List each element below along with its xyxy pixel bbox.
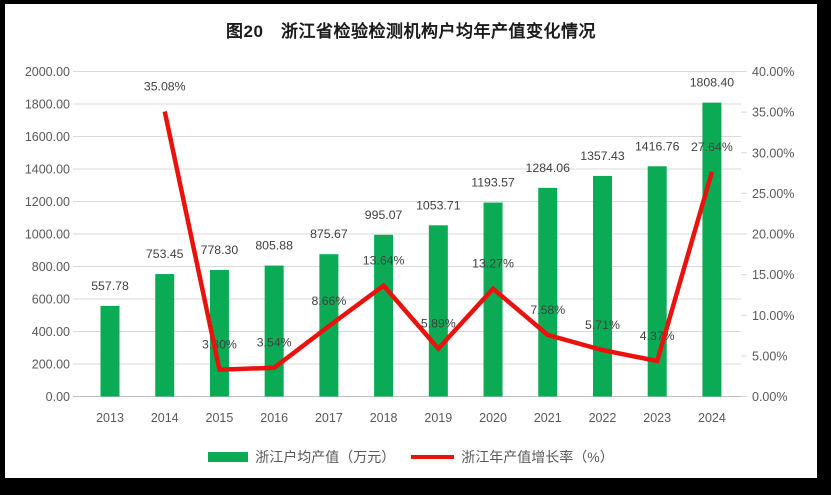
chart-title: 图20 浙江省检验检测机构户均年产值变化情况 (226, 22, 596, 41)
left-axis-tick-label: 1600.00 (25, 130, 70, 144)
growth-rate-label: 3.30% (202, 338, 237, 352)
left-axis-tick-label: 1000.00 (25, 228, 70, 242)
right-axis-tick-label: 15.00% (752, 268, 794, 282)
bar-value-label: 875.67 (310, 227, 348, 241)
bar (592, 175, 612, 397)
line-series-swatch (411, 455, 455, 459)
bar-value-label: 753.45 (146, 247, 184, 261)
x-axis-tick-label: 2020 (479, 411, 507, 425)
growth-rate-line (162, 111, 715, 373)
chart-legend: 浙江户均产值（万元） 浙江年产值增长率（%） (5, 447, 817, 467)
bar-value-label: 1416.76 (635, 139, 680, 153)
bar-value-label: 557.78 (91, 279, 129, 293)
x-axis-tick-label: 2024 (698, 411, 726, 425)
left-axis-tick-label: 400.00 (32, 325, 70, 339)
bar (483, 202, 503, 397)
growth-rate-label: 4.37% (640, 329, 675, 343)
chart-plot-area: 0.00 200.00 400.00 600.00 800.00 1000.00 1200.… (25, 65, 795, 425)
legend-item-line-series: 浙江年产值增长率（%） (411, 447, 614, 467)
left-axis-tick-label: 600.00 (32, 293, 70, 307)
bar (428, 225, 448, 397)
x-axis-tick-label: 2017 (315, 411, 343, 425)
left-axis-tick-label: 0.00 (46, 390, 70, 404)
bar (702, 102, 722, 397)
growth-rate-label: 5.89% (421, 317, 456, 331)
x-axis-tick-label: 2023 (643, 411, 671, 425)
bar-value-label: 1357.43 (580, 149, 625, 163)
growth-rate-label: 27.64% (691, 140, 733, 154)
growth-rate-label: 3.54% (257, 336, 292, 350)
bar-value-label: 995.07 (365, 208, 403, 222)
bar-series-swatch (208, 452, 249, 462)
left-axis-labels: 0.00 200.00 400.00 600.00 800.00 1000.00 1200.… (25, 65, 70, 404)
legend-label-line-series: 浙江年产值增长率（%） (461, 449, 614, 465)
left-axis-tick-label: 800.00 (32, 260, 70, 274)
right-axis-tick-label: 25.00% (752, 187, 794, 201)
growth-rate-label: 5.71% (585, 318, 620, 332)
gridlines (73, 71, 747, 397)
bar (155, 274, 175, 397)
bar (374, 234, 394, 397)
right-axis-tick-label: 35.00% (752, 106, 794, 120)
x-axis-tick-label: 2022 (589, 411, 617, 425)
bar-value-label: 778.30 (201, 243, 239, 257)
bar (100, 305, 120, 397)
x-axis-tick-label: 2018 (370, 411, 398, 425)
bar-series (100, 102, 722, 397)
x-axis-labels: 2013 2014 2015 2016 2017 2018 2019 2020 2021 2022… (96, 411, 726, 425)
x-axis-tick-label: 2021 (534, 411, 562, 425)
left-axis-tick-label: 1400.00 (25, 163, 70, 177)
x-axis-tick-label: 2014 (151, 411, 179, 425)
bar-value-labels: 557.78 753.45 778.30 805.88 875.67 995.07 1053… (91, 76, 734, 293)
growth-rate-label: 7.58% (530, 303, 565, 317)
right-axis-tick-label: 30.00% (752, 146, 794, 160)
bar-value-label: 1284.06 (526, 161, 571, 175)
legend-label-bar-series: 浙江户均产值（万元） (255, 449, 396, 465)
chart-panel: 图20 浙江省检验检测机构户均年产值变化情况 0.00 200.00 400.00 6… (5, 4, 817, 478)
right-axis-labels: 0.00% 5.00% 10.00% 15.00% 20.00% 25.00% 30.00%… (752, 65, 794, 404)
growth-rate-label: 35.08% (144, 79, 186, 93)
growth-rate-label: 13.64% (363, 254, 405, 268)
left-axis-tick-label: 200.00 (32, 358, 70, 372)
left-axis-tick-label: 1800.00 (25, 98, 70, 112)
bar-value-label: 805.88 (255, 239, 293, 253)
bar (209, 270, 229, 397)
bar-value-label: 1808.40 (690, 76, 735, 90)
bar (264, 265, 284, 397)
x-axis-tick-label: 2015 (206, 411, 234, 425)
right-axis-tick-label: 40.00% (752, 65, 794, 79)
x-axis-tick-label: 2019 (424, 411, 452, 425)
bar-value-label: 1193.57 (471, 176, 515, 190)
growth-rate-label: 13.27% (472, 257, 514, 271)
left-axis-tick-label: 1200.00 (25, 195, 70, 209)
right-axis-tick-label: 0.00% (752, 390, 787, 404)
right-axis-tick-label: 10.00% (752, 309, 794, 323)
bar (538, 187, 558, 397)
right-axis-tick-label: 20.00% (752, 228, 794, 242)
x-axis-tick-label: 2013 (96, 411, 124, 425)
right-axis-tick-label: 5.00% (752, 349, 787, 363)
bar-value-label: 1053.71 (416, 198, 461, 212)
growth-rate-label: 8.66% (311, 294, 346, 308)
x-axis-tick-label: 2016 (260, 411, 288, 425)
legend-item-bar-series: 浙江户均产值（万元） (208, 447, 395, 467)
growth-rate-labels: 35.08% 3.30% 3.54% 8.66% 13.64% 5.89% 13.27% 7.… (144, 79, 733, 351)
left-axis-tick-label: 2000.00 (25, 65, 70, 79)
